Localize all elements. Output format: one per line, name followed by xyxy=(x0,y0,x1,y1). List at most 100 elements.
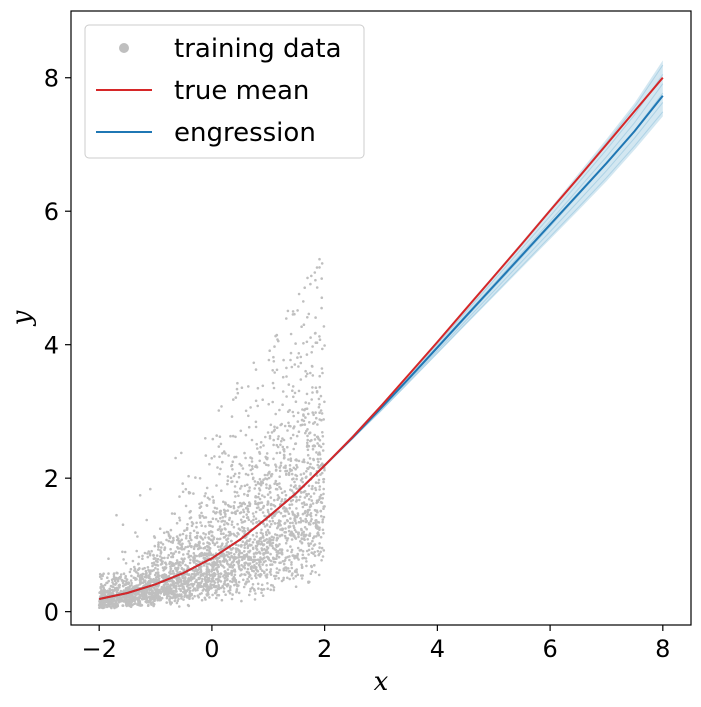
training-data-point xyxy=(194,567,198,571)
training-data-point xyxy=(193,576,196,580)
training-data-point xyxy=(208,596,211,599)
training-data-point xyxy=(159,555,162,558)
training-data-point xyxy=(255,562,258,565)
training-data-point xyxy=(210,584,214,587)
training-data-point xyxy=(318,257,321,261)
training-data-point xyxy=(251,522,255,525)
training-data-point xyxy=(178,495,181,498)
training-data-point xyxy=(309,336,312,339)
training-data-point xyxy=(224,502,227,505)
training-data-point xyxy=(288,506,292,510)
training-data-point xyxy=(247,414,250,418)
training-data-point xyxy=(309,504,313,508)
training-data-point xyxy=(257,506,260,509)
training-data-point xyxy=(249,590,252,593)
training-data-point xyxy=(165,538,168,542)
training-data-point xyxy=(237,532,240,536)
training-data-point xyxy=(128,570,132,574)
training-data-point xyxy=(305,470,308,473)
training-data-point xyxy=(230,597,234,601)
training-data-point xyxy=(238,462,241,466)
training-data-point xyxy=(187,556,190,559)
training-data-point xyxy=(315,474,319,477)
training-data-point xyxy=(288,521,292,525)
training-data-point xyxy=(221,516,225,519)
training-data-point xyxy=(254,544,258,548)
training-data-point xyxy=(224,593,227,596)
training-data-point xyxy=(299,473,303,476)
training-data-point xyxy=(300,532,304,535)
training-data-point xyxy=(235,535,238,538)
training-data-point xyxy=(291,433,295,437)
training-data-point xyxy=(229,551,233,555)
training-data-point xyxy=(135,593,138,596)
training-data-point xyxy=(230,480,233,484)
training-data-point xyxy=(184,536,188,540)
training-data-point xyxy=(139,594,142,597)
training-data-point xyxy=(296,356,299,359)
training-data-point xyxy=(162,584,166,587)
training-data-point xyxy=(195,578,198,582)
training-data-point xyxy=(213,511,217,515)
training-data-point xyxy=(274,543,278,547)
training-data-point xyxy=(281,375,285,379)
training-data-point xyxy=(276,494,280,497)
training-data-point xyxy=(143,579,147,583)
training-data-point xyxy=(295,570,298,574)
training-data-point xyxy=(297,532,300,535)
training-data-point xyxy=(124,586,128,590)
training-data-point xyxy=(242,508,245,512)
training-data-point xyxy=(268,520,272,523)
training-data-point xyxy=(243,502,247,506)
training-data-point xyxy=(295,515,299,519)
training-data-point xyxy=(217,565,220,569)
training-data-point xyxy=(316,442,319,445)
training-data-point xyxy=(184,504,188,508)
training-data-point xyxy=(190,572,194,576)
training-data-point xyxy=(272,386,276,390)
training-data-point xyxy=(197,596,200,599)
training-data-point xyxy=(278,482,281,485)
training-data-point xyxy=(201,514,204,518)
training-data-point xyxy=(149,572,152,576)
training-data-point xyxy=(230,548,233,551)
training-data-point xyxy=(127,603,130,606)
training-data-point xyxy=(268,484,272,488)
training-data-point xyxy=(314,513,318,517)
training-data-point xyxy=(203,536,207,539)
training-data-point xyxy=(299,361,303,365)
training-data-point xyxy=(302,300,305,303)
training-data-point xyxy=(273,425,276,429)
training-data-point xyxy=(288,569,292,573)
training-data-point xyxy=(288,503,292,507)
training-data-point xyxy=(294,400,298,404)
training-data-point xyxy=(102,604,106,607)
training-data-point xyxy=(186,596,189,599)
training-data-point xyxy=(260,587,263,591)
training-data-point xyxy=(204,533,207,536)
training-data-point xyxy=(300,477,304,480)
training-data-point xyxy=(141,554,144,558)
training-data-point xyxy=(267,464,270,467)
training-data-point xyxy=(253,564,256,567)
training-data-point xyxy=(228,565,231,569)
training-data-point xyxy=(271,381,275,385)
training-data-point xyxy=(195,572,198,576)
training-data-point xyxy=(169,528,173,532)
training-data-point xyxy=(248,464,251,467)
training-data-point xyxy=(314,316,317,319)
training-data-point xyxy=(181,584,184,588)
training-data-point xyxy=(145,518,148,522)
training-data-point xyxy=(130,587,134,590)
training-data-point xyxy=(255,520,259,524)
training-data-point xyxy=(292,526,296,529)
training-data-point xyxy=(320,471,324,475)
training-data-point xyxy=(216,570,219,573)
x-axis-label: x xyxy=(374,667,389,697)
training-data-point xyxy=(244,561,248,565)
axis-ticks: −2 0 2 4 6 8 0 2 4 6 8 xyxy=(44,65,671,663)
training-data-point xyxy=(268,571,272,574)
x-tick-label: 8 xyxy=(655,635,670,663)
training-data-point xyxy=(205,504,208,507)
training-data-point xyxy=(269,496,273,499)
